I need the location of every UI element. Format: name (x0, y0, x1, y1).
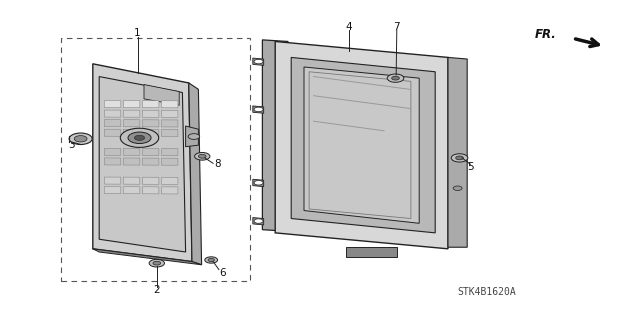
Polygon shape (291, 57, 435, 233)
Polygon shape (143, 120, 159, 127)
Circle shape (198, 154, 206, 158)
Text: 1: 1 (134, 28, 141, 39)
Polygon shape (104, 100, 121, 108)
Polygon shape (161, 120, 178, 127)
Polygon shape (161, 158, 178, 165)
Polygon shape (161, 110, 178, 117)
Text: 2: 2 (154, 285, 160, 295)
Polygon shape (99, 77, 186, 252)
Polygon shape (93, 64, 192, 262)
Polygon shape (124, 129, 140, 136)
Circle shape (254, 59, 263, 64)
Circle shape (69, 133, 92, 145)
Circle shape (387, 74, 404, 82)
Circle shape (195, 152, 210, 160)
Polygon shape (124, 177, 140, 184)
Polygon shape (161, 149, 178, 156)
Polygon shape (124, 187, 140, 194)
Polygon shape (104, 120, 121, 127)
Polygon shape (253, 179, 264, 187)
Polygon shape (161, 187, 178, 194)
Polygon shape (104, 158, 121, 165)
Text: 6: 6 (220, 268, 226, 278)
Circle shape (208, 258, 214, 262)
Text: 4: 4 (346, 22, 352, 32)
Polygon shape (93, 249, 202, 265)
Circle shape (456, 156, 463, 160)
Polygon shape (143, 101, 159, 108)
Circle shape (254, 219, 263, 223)
Polygon shape (253, 106, 264, 113)
Polygon shape (143, 130, 159, 137)
Polygon shape (143, 110, 159, 117)
Polygon shape (161, 177, 178, 184)
Polygon shape (143, 149, 159, 156)
Bar (61, 38, 250, 281)
Polygon shape (253, 218, 264, 225)
Polygon shape (262, 40, 288, 231)
Circle shape (254, 107, 263, 112)
Polygon shape (275, 41, 448, 249)
Circle shape (392, 76, 399, 80)
Circle shape (451, 154, 468, 162)
Polygon shape (448, 57, 467, 247)
Polygon shape (104, 110, 121, 117)
Text: FR.: FR. (535, 28, 557, 41)
Circle shape (134, 135, 145, 140)
Text: 7: 7 (394, 22, 400, 32)
Circle shape (128, 132, 151, 144)
Circle shape (120, 128, 159, 147)
Polygon shape (104, 187, 121, 194)
Polygon shape (104, 148, 121, 155)
Polygon shape (253, 58, 264, 65)
Text: STK4B1620A: STK4B1620A (457, 287, 516, 297)
Circle shape (453, 186, 462, 190)
Polygon shape (124, 100, 140, 108)
Polygon shape (189, 83, 202, 265)
Circle shape (205, 257, 218, 263)
Text: 5: 5 (467, 162, 474, 173)
Circle shape (254, 181, 263, 185)
Polygon shape (143, 158, 159, 165)
Polygon shape (124, 110, 140, 117)
Polygon shape (161, 101, 178, 108)
Polygon shape (144, 85, 179, 105)
Circle shape (153, 261, 161, 265)
Text: 3: 3 (68, 140, 75, 150)
Polygon shape (124, 120, 140, 127)
Polygon shape (143, 177, 159, 184)
Polygon shape (104, 129, 121, 136)
Polygon shape (143, 187, 159, 194)
Polygon shape (304, 67, 419, 223)
Polygon shape (186, 126, 198, 147)
Polygon shape (124, 158, 140, 165)
Circle shape (74, 136, 87, 142)
Text: 8: 8 (214, 159, 221, 169)
Polygon shape (346, 247, 397, 257)
Circle shape (149, 259, 164, 267)
Polygon shape (104, 177, 121, 184)
Polygon shape (161, 130, 178, 137)
Polygon shape (124, 148, 140, 155)
Circle shape (188, 134, 200, 139)
